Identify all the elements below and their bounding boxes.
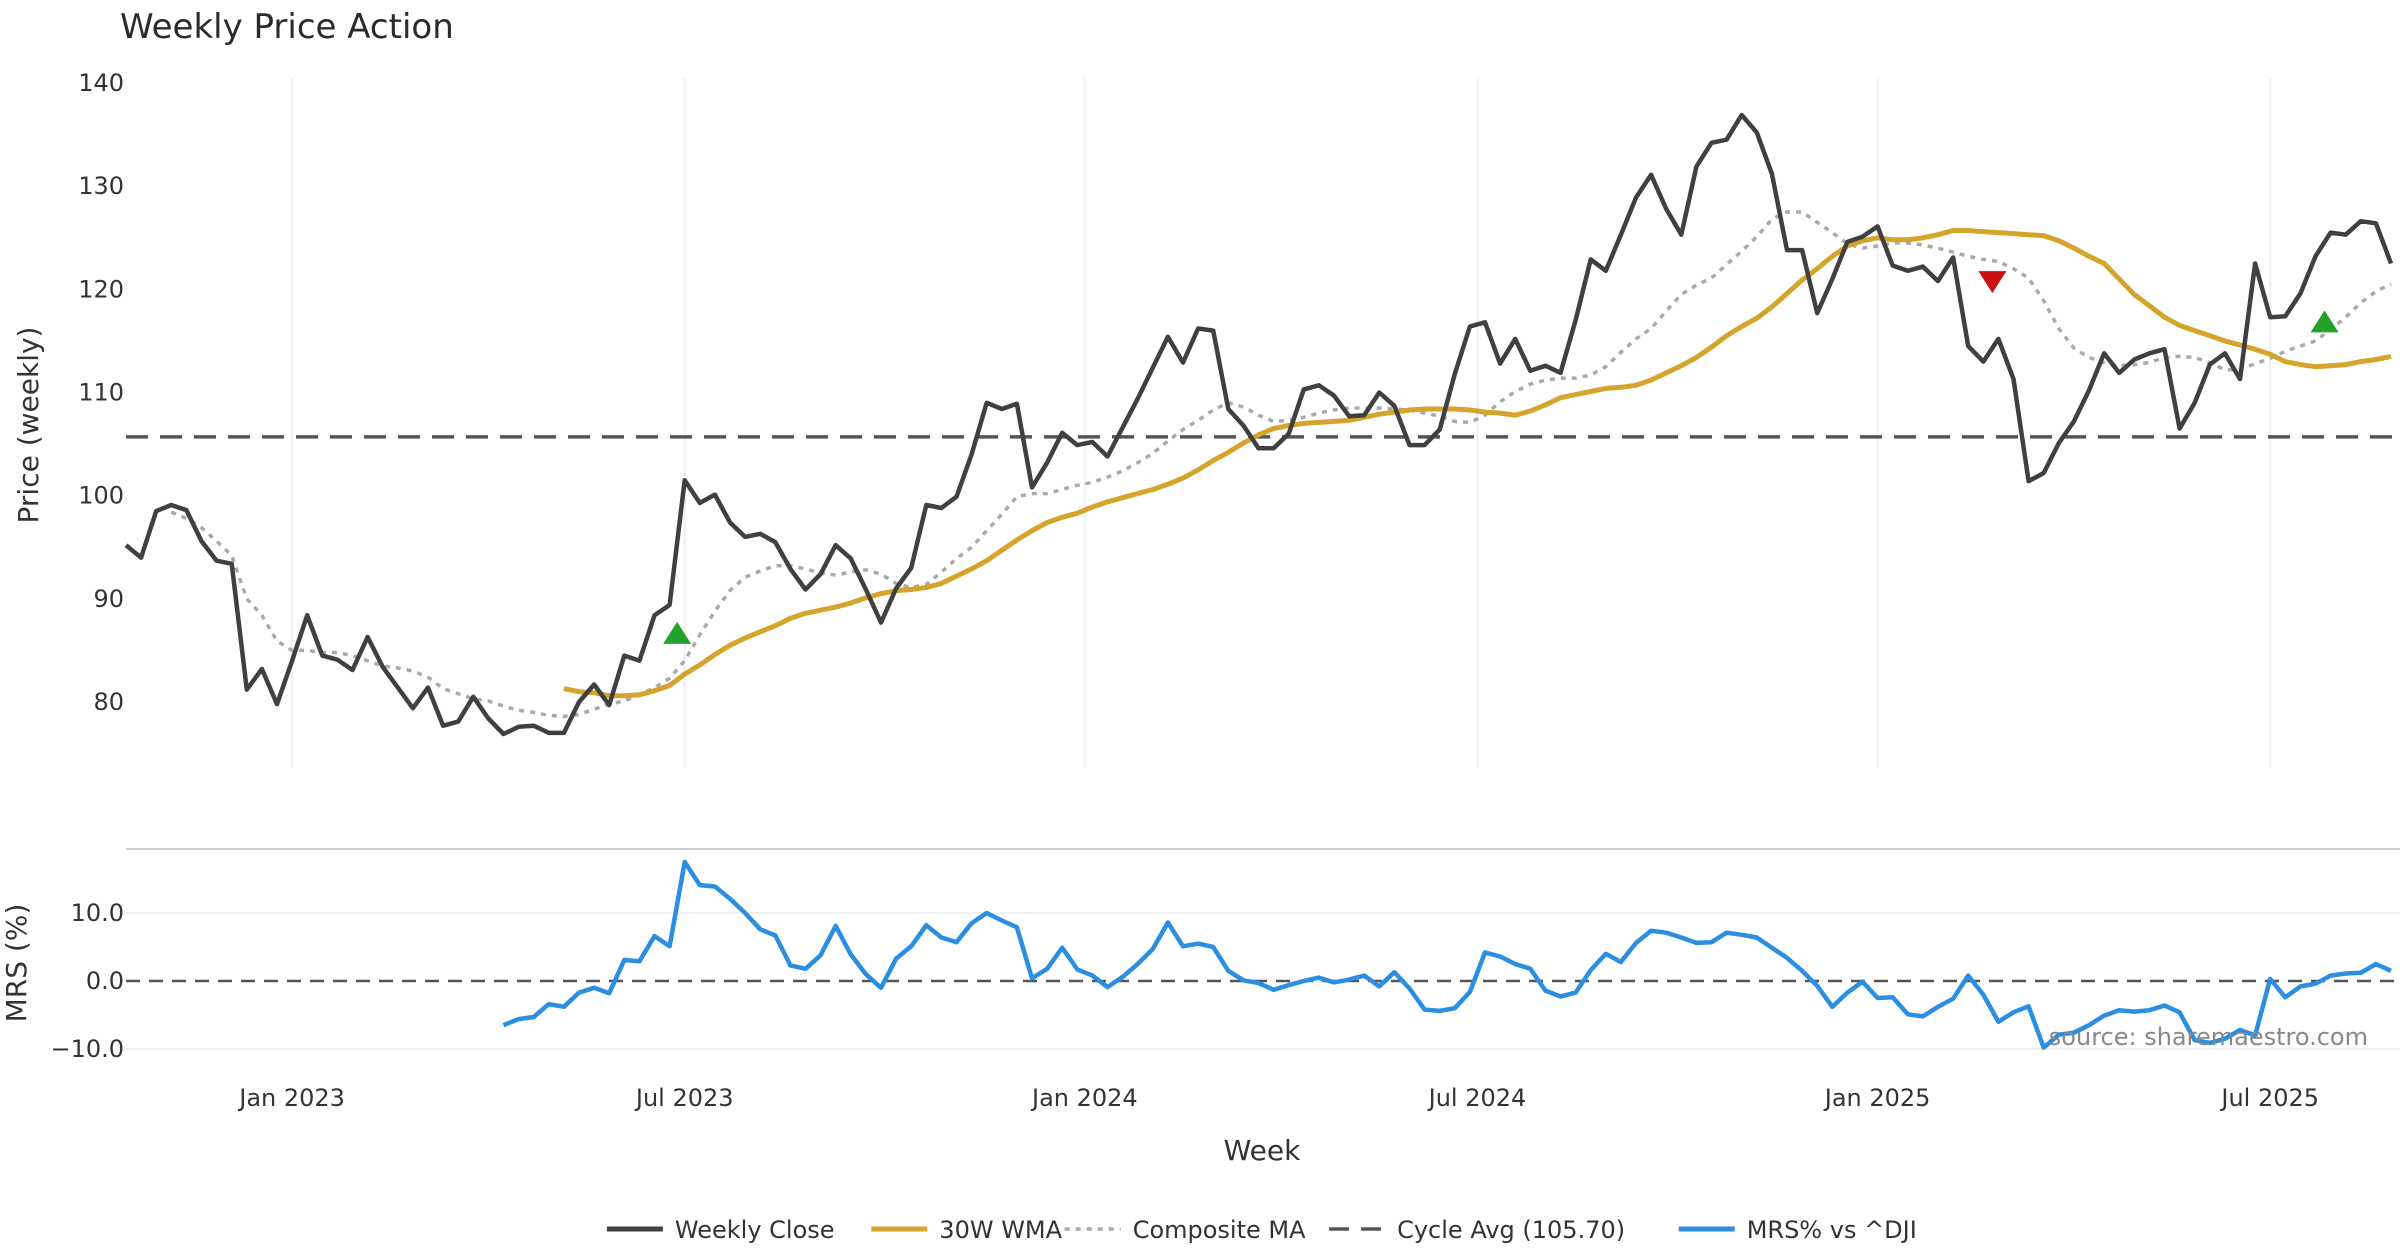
source-label: source: sharemaestro.com: [2049, 1023, 2368, 1051]
signal-markers: [663, 271, 2339, 644]
buy-signal-marker-0: [663, 621, 692, 644]
x-axis-title: Week: [1224, 1134, 1301, 1167]
x-tick-0: Jan 2023: [237, 1084, 345, 1112]
price-panel: 80 90 100 110 120 130 140 Price (weekly): [12, 69, 2400, 768]
price-y-tick-110: 110: [78, 379, 124, 407]
legend-label-2: Composite MA: [1133, 1216, 1306, 1244]
x-axis-ticks: Jan 2023 Jul 2023 Jan 2024 Jul 2024 Jan 2025…: [237, 1084, 2319, 1112]
price-y-tick-140: 140: [78, 69, 124, 97]
price-y-tick-120: 120: [78, 275, 124, 303]
price-y-tick-100: 100: [78, 482, 124, 510]
mrs-gridlines: [126, 912, 2400, 1050]
chart-title: Weekly Price Action: [120, 7, 454, 47]
legend: Weekly Close 30W WMA Composite MA Cycle Avg…: [606, 1216, 1917, 1244]
mrs-y-ticks: −10.0 0.0 10.0: [50, 899, 124, 1063]
mrs-y-tick-0: −10.0: [50, 1035, 124, 1063]
price-y-ticks: 80 90 100 110 120 130 140: [78, 69, 124, 716]
legend-label-1: 30W WMA: [939, 1216, 1062, 1244]
mrs-y-axis-title: MRS (%): [0, 904, 33, 1023]
mrs-panel: −10.0 0.0 10.0 MRS (%) source: sharemaestr…: [0, 859, 2400, 1063]
price-y-axis-title: Price (weekly): [12, 327, 45, 524]
mrs-line: [502, 859, 2392, 1050]
composite-ma-line: [170, 210, 2392, 719]
price-y-tick-90: 90: [93, 585, 124, 613]
weekly-close-line: [124, 112, 2394, 737]
legend-label-4: MRS% vs ^DJI: [1747, 1216, 1917, 1244]
mrs-y-tick-2: 10.0: [71, 899, 124, 927]
mrs-y-tick-1: 0.0: [86, 967, 124, 995]
x-tick-4: Jan 2025: [1823, 1084, 1931, 1112]
x-tick-5: Jul 2025: [2219, 1084, 2319, 1112]
price-y-tick-130: 130: [78, 172, 124, 200]
legend-label-0: Weekly Close: [675, 1216, 835, 1244]
price-y-tick-80: 80: [93, 688, 124, 716]
x-tick-2: Jan 2024: [1030, 1084, 1138, 1112]
x-tick-3: Jul 2024: [1427, 1084, 1527, 1112]
x-tick-1: Jul 2023: [634, 1084, 734, 1112]
price-gridlines: [291, 78, 2272, 768]
sell-signal-marker-1: [1978, 271, 2007, 294]
legend-label-3: Cycle Avg (105.70): [1397, 1216, 1625, 1244]
buy-signal-marker-2: [2310, 310, 2339, 333]
